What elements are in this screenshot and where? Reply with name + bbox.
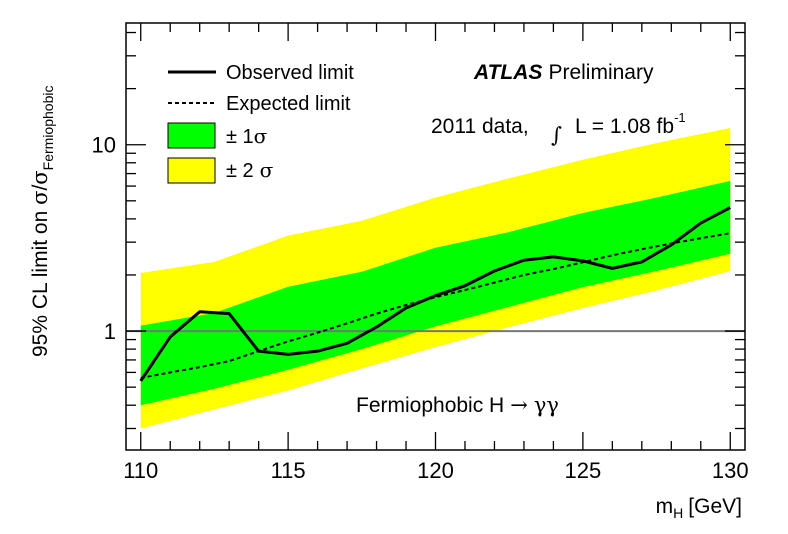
- y-tick-label: 10: [92, 133, 116, 158]
- legend-expected-label: Expected limit: [226, 93, 351, 115]
- limit-curves: [139, 206, 731, 382]
- data-label: 2011 data,: [431, 115, 529, 138]
- axis-ticks: [126, 23, 745, 450]
- legend-one-sigma-swatch: [167, 122, 216, 149]
- atlas-label: ATLAS Preliminary: [473, 61, 654, 84]
- legend-observed-label: Observed limit: [226, 62, 354, 84]
- expected-limit-line: [140, 232, 731, 379]
- process-label: Fermiophobic H → γγ: [356, 393, 559, 417]
- x-tick-label: 115: [271, 458, 306, 483]
- band-one-sigma: [140, 180, 731, 406]
- observed-limit-line: [139, 206, 731, 382]
- legend-two-sigma-swatch: [167, 157, 216, 184]
- x-tick-label: 110: [123, 458, 158, 483]
- x-axis-title: mH [GeV]: [656, 495, 742, 521]
- luminosity-label: L = 1.08 fb-1: [575, 110, 686, 138]
- integral-sign: ∫: [551, 123, 562, 147]
- y-tick-label: 1: [104, 319, 116, 344]
- x-tick-label: 120: [417, 458, 454, 483]
- x-tick-label: 130: [712, 458, 749, 483]
- x-tick-label: 125: [565, 458, 602, 483]
- y-axis-title: 95% CL limit on σ/σFermiophobic: [28, 86, 56, 357]
- legend-one-sigma-label: ± 1σ: [226, 124, 268, 148]
